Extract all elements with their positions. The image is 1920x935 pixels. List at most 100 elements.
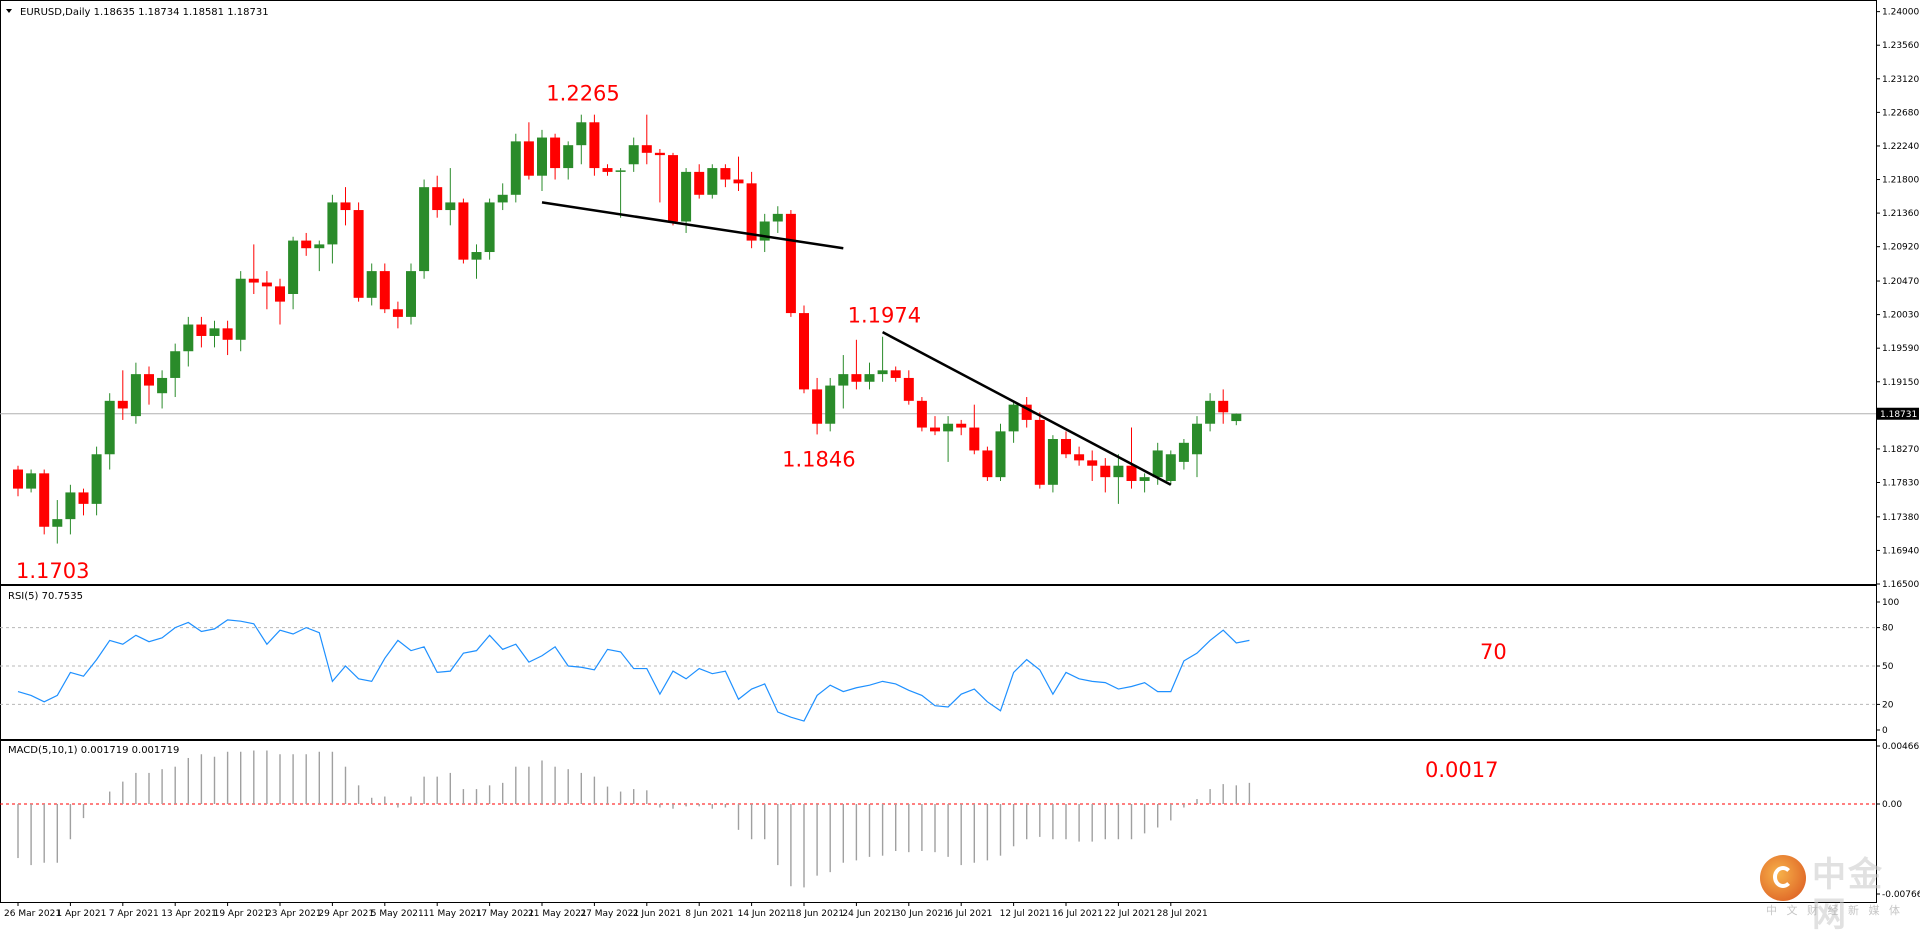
candle-body: [654, 152, 665, 156]
candle-body: [799, 313, 809, 390]
candle-body: [969, 427, 980, 451]
candle-body: [327, 202, 338, 245]
candle-body: [183, 324, 194, 352]
candle-body: [340, 202, 351, 211]
candle-body: [235, 278, 246, 340]
rsi-annotation: 70: [1480, 640, 1507, 664]
watermark: 中金网 中 文 财 经 新 媒 体: [1760, 855, 1910, 935]
candle-body: [1047, 439, 1058, 485]
macd-annotation: 0.0017: [1425, 758, 1498, 782]
date-axis-label: 26 Mar 2021: [4, 909, 61, 919]
candle-body: [563, 145, 574, 169]
rsi-axis-label: 0: [1882, 726, 1888, 736]
price-annotation: 1.1974: [848, 304, 921, 328]
candle-body: [39, 473, 50, 527]
candle-body: [301, 240, 312, 249]
symbol-header: EURUSD,Daily 1.18635 1.18734 1.18581 1.1…: [20, 7, 269, 18]
candle-body: [1061, 439, 1071, 455]
candle-body: [694, 171, 705, 195]
date-axis-label: 6 Jul 2021: [947, 909, 992, 919]
candle-body: [838, 374, 849, 386]
candle-body: [104, 400, 115, 455]
candle-body: [746, 183, 757, 241]
date-axis-label: 5 May 2021: [371, 909, 424, 919]
candle-body: [982, 450, 993, 478]
candle-body: [720, 168, 731, 180]
date-axis-label: 11 May 2021: [423, 909, 482, 919]
candle-body: [261, 282, 272, 287]
candle-body: [1126, 465, 1137, 481]
candle-body: [196, 324, 207, 336]
candle-body: [641, 145, 652, 153]
date-axis-label: 28 Jul 2021: [1157, 909, 1208, 919]
candle-body: [222, 328, 233, 340]
candle-body: [471, 252, 482, 260]
date-axis-label: 30 Jun 2021: [895, 909, 949, 919]
price-axis-label: 1.20920: [1882, 243, 1919, 253]
date-axis-label: 2 Jun 2021: [633, 909, 681, 919]
candle-body: [248, 278, 259, 283]
candle-body: [170, 351, 181, 378]
price-axis-label: 1.22680: [1882, 108, 1919, 118]
candle-body: [550, 137, 561, 169]
candle-body: [419, 187, 430, 272]
date-axis-label: 23 Apr 2021: [266, 909, 322, 919]
candle-body: [589, 122, 600, 169]
macd-axis-label: -0.007661: [1882, 890, 1920, 900]
candle-body: [1087, 460, 1098, 466]
candle-body: [432, 187, 443, 211]
candle-body: [812, 389, 823, 424]
candle-body: [392, 309, 403, 317]
candle-body: [772, 213, 783, 222]
candle-body: [1192, 423, 1202, 455]
candle-body: [445, 202, 456, 211]
price-axis-label: 1.21800: [1882, 176, 1919, 186]
candle-body: [157, 377, 168, 394]
candle-body: [130, 374, 141, 417]
price-axis-label: 1.21360: [1882, 209, 1919, 219]
candle-body: [1218, 400, 1229, 413]
candle-body: [877, 370, 888, 375]
date-axis-label: 8 Jun 2021: [685, 909, 733, 919]
price-axis-label: 1.22240: [1882, 142, 1919, 152]
candle-body: [956, 423, 967, 428]
macd-header: MACD(5,10,1) 0.001719 0.001719: [8, 745, 179, 756]
date-axis-label: 13 Apr 2021: [161, 909, 217, 919]
brand-logo-icon: [1760, 855, 1806, 901]
price-axis-label: 1.17830: [1882, 479, 1919, 489]
rsi-axis-label: 50: [1882, 662, 1894, 672]
candle-body: [628, 145, 639, 165]
chart-frame: [0, 0, 1877, 903]
price-axis-label: 1.16500: [1882, 580, 1919, 590]
date-axis-label: 29 Apr 2021: [318, 909, 374, 919]
candle-body: [890, 370, 901, 378]
rsi-axis-label: 20: [1882, 700, 1894, 710]
candle-body: [1034, 419, 1045, 485]
candle-body: [1231, 413, 1242, 422]
candle-body: [1139, 477, 1150, 481]
price-axis-label: 1.18270: [1882, 445, 1919, 455]
candle-body: [406, 271, 416, 317]
candle-body: [65, 492, 76, 520]
rsi-line: [17, 619, 1250, 722]
candle-body: [275, 286, 285, 302]
candle-body: [366, 271, 377, 298]
watermark-subtitle: 中 文 财 经 新 媒 体: [1766, 904, 1903, 917]
date-axis-label: 27 May 2021: [580, 909, 639, 919]
candle-body: [916, 400, 927, 428]
candle-body: [497, 194, 508, 203]
date-axis-label: 7 Apr 2021: [109, 909, 159, 919]
candle-body: [759, 221, 770, 241]
price-axis-label: 1.23560: [1882, 41, 1919, 51]
candle-body: [707, 168, 718, 195]
price-axis-label: 1.19590: [1882, 344, 1919, 354]
date-axis-label: 19 Apr 2021: [214, 909, 270, 919]
candle-body: [379, 271, 390, 310]
date-axis-label: 24 Jun 2021: [842, 909, 896, 919]
date-axis-label: 17 May 2021: [476, 909, 535, 919]
candle-body: [1205, 400, 1216, 424]
candle-body: [288, 240, 299, 294]
candle-body: [576, 122, 587, 146]
candle-body: [209, 328, 220, 336]
candle-body: [602, 168, 613, 172]
